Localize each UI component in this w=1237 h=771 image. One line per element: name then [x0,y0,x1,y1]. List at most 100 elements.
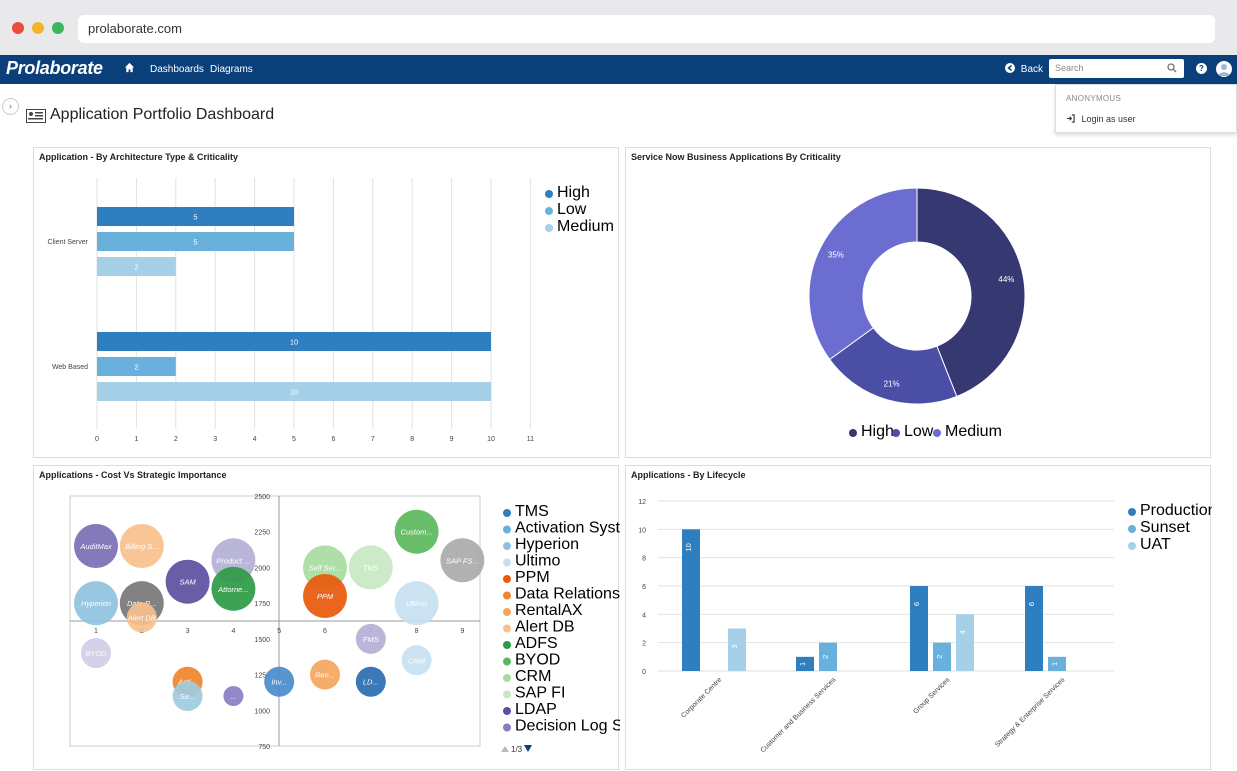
x-tick-label: 5 [277,628,281,635]
bar [1025,586,1043,671]
legend-marker [503,674,511,682]
back-button[interactable]: Back [1005,63,1043,75]
bar-value-label: 5 [193,238,197,247]
legend-label: RentalAX [515,602,583,619]
nav-dashboards-link[interactable]: Dashboards [150,64,204,75]
legend-marker [503,641,511,649]
y-tick-label: 1250 [254,673,270,680]
y-tick-label: 6 [642,584,646,591]
legend-label: Alert DB [515,619,575,636]
legend-label: Data Relationship ... [515,586,620,603]
bubble-label: Attorne... [217,585,248,594]
legend-marker [503,608,511,616]
bar [97,257,176,276]
avatar[interactable] [1216,61,1232,77]
minimize-window-button[interactable] [32,22,44,34]
legend-label: High [557,184,590,201]
sidebar-toggle-button[interactable]: › [2,98,19,115]
panel-title: Service Now Business Applications By Cri… [631,152,841,162]
help-icon[interactable]: ? [1196,63,1207,74]
bubble-label: SAM [179,578,196,587]
legend-prev-icon [501,746,509,752]
home-icon[interactable] [124,62,135,73]
legend-marker [1128,542,1136,550]
bubble-label: Hyperion [81,599,111,608]
close-window-button[interactable] [12,22,24,34]
x-tick-label: 1 [94,628,98,635]
x-tick-label: 0 [95,436,99,443]
dashboard-icon [26,109,46,123]
bubble-point [119,524,164,568]
legend-label: Decision Log System [515,718,620,735]
x-tick-label: 8 [415,628,419,635]
legend-marker [545,224,553,232]
x-tick-label: 6 [331,436,335,443]
login-as-user-label: Login as user [1081,114,1136,124]
bar [682,529,700,671]
legend-marker [503,690,511,699]
y-tick-label: 2250 [254,530,270,537]
donut-slice [828,327,958,405]
legend-marker [503,591,511,600]
legend-label: TMS [515,503,549,520]
bubble-point [310,659,340,690]
x-tick-label: 6 [323,628,327,635]
bubble-label: CRM [408,656,426,665]
legend-label: ADFS [515,635,558,652]
bar [728,628,746,671]
bubble-label: Se... [180,692,195,701]
back-label: Back [1020,64,1044,75]
criticality-donut-chart: 44% 21% 35% High Low Medium [808,187,1026,440]
x-tick-label: 8 [410,436,414,443]
nav-diagrams-link[interactable]: Diagrams [210,64,253,75]
x-tick-label: 5 [292,436,296,443]
category-label: Web Based [52,364,88,371]
x-tick-label: 9 [460,628,464,635]
legend-marker [503,657,511,666]
brand-logo[interactable]: Prolaborate [6,58,103,78]
search-icon[interactable] [1167,63,1177,73]
legend-label: BYOD [515,652,560,669]
bubble-point [74,524,118,568]
bubble-point [440,538,485,583]
panel-title: Applications - Cost Vs Strategic Importa… [39,470,227,480]
slice-label: 35% [828,251,844,260]
login-as-user-item[interactable]: Login as user [1066,114,1136,124]
legend-marker [503,558,511,567]
legend-label: SAP FI [515,685,565,702]
login-icon [1066,114,1075,123]
bubble-label: Ren... [315,671,335,680]
legend-marker [503,542,511,550]
legend-marker [892,429,900,437]
search-input[interactable]: Search [1049,59,1184,78]
legend-label: Medium [945,423,1002,440]
bubble-label: Self Ser... [309,563,342,572]
bubble-point [348,545,393,590]
bubble-label: AuditMax [79,542,112,551]
bar-value-label: 10 [684,543,693,551]
search-placeholder: Search [1055,63,1084,73]
user-menu-dropdown: ANONYMOUS Login as user [1055,84,1237,133]
maximize-window-button[interactable] [52,22,64,34]
bar-value-label: 4 [958,630,967,634]
legend-marker [545,207,553,215]
bar-value-label: 1 [1050,662,1059,666]
bubble-label: Ultimo [406,599,427,608]
legend-marker [1128,508,1136,516]
user-menu-header: ANONYMOUS [1066,94,1122,103]
y-tick-label: 1500 [254,637,270,644]
bar-value-label: 6 [912,602,921,606]
bubble-label: ... [230,692,236,701]
y-tick-label: 0 [642,669,646,676]
bar-value-label: 10 [290,338,298,347]
x-tick-label: 1 [134,436,138,443]
address-bar[interactable]: prolaborate.com [78,15,1215,43]
bar-value-label: 2 [134,263,138,272]
x-tick-label: 4 [253,436,257,443]
bar [97,332,491,351]
legend-marker [503,525,511,534]
bubble-label: SAP FS... [446,556,479,565]
y-tick-label: 2500 [254,494,270,501]
donut-slice [808,187,918,361]
slice-label: 21% [884,379,900,388]
